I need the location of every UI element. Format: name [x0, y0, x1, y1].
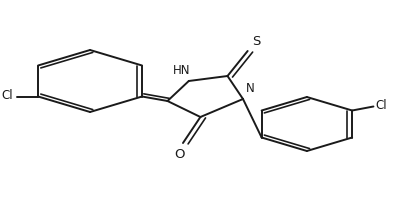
Text: HN: HN [173, 64, 191, 77]
Text: Cl: Cl [1, 89, 13, 102]
Text: S: S [252, 35, 261, 48]
Text: O: O [174, 148, 184, 161]
Text: Cl: Cl [375, 99, 387, 112]
Text: N: N [246, 82, 255, 95]
